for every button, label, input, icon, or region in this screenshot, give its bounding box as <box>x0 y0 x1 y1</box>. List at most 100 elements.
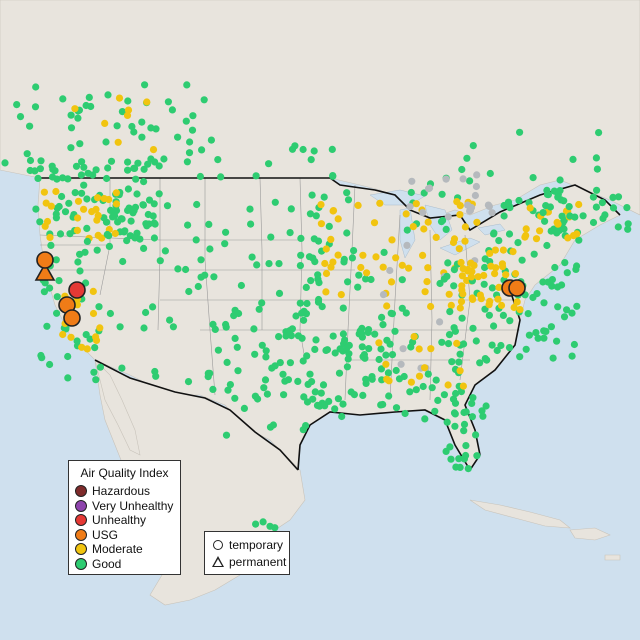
monitor-dot <box>255 305 263 313</box>
monitor-dot <box>458 314 466 322</box>
monitor-dot <box>306 210 314 218</box>
monitor-dot <box>275 333 283 341</box>
monitor-dot <box>248 253 256 261</box>
monitor-dot <box>524 310 532 318</box>
monitor-dot <box>510 303 518 312</box>
monitor-dot <box>197 256 205 264</box>
monitor-dot <box>149 212 157 220</box>
monitor-dot <box>575 200 583 209</box>
monitor-dot <box>565 203 573 211</box>
monitor-dot <box>539 278 547 286</box>
monitor-dot <box>96 324 104 332</box>
monitor-dot <box>409 223 417 231</box>
monitor-dot <box>358 343 366 351</box>
monitor-dot <box>93 216 101 224</box>
monitor-dot <box>78 343 86 351</box>
monitor-dot <box>209 385 217 393</box>
monitor-dot <box>468 294 476 302</box>
monitor-dot <box>299 145 307 154</box>
monitor-dot <box>459 290 467 298</box>
monitor-dot <box>200 96 208 104</box>
monitor-dot <box>624 220 632 228</box>
monitor-dot <box>480 280 488 288</box>
monitor-dot <box>107 206 115 214</box>
monitor-type-legend: temporary permanent <box>204 531 290 575</box>
monitor-dot <box>403 226 411 234</box>
monitor-dot <box>132 175 140 183</box>
monitor-dot <box>140 178 148 186</box>
monitor-dot <box>340 258 348 266</box>
monitor-dot <box>302 422 310 430</box>
monitor-dot <box>139 201 147 209</box>
monitor-dot <box>476 291 484 299</box>
monitor-dot <box>111 212 119 220</box>
monitor-dot <box>522 225 530 233</box>
monitor-dot <box>440 275 448 283</box>
monitor-dot <box>513 298 521 306</box>
monitor-dot <box>505 344 514 352</box>
monitor-dot <box>166 316 174 324</box>
monitor-dot <box>80 163 88 171</box>
monitor-dot <box>530 250 538 258</box>
temporary-monitor-marker <box>68 281 86 299</box>
monitor-dot <box>614 193 623 201</box>
monitor-dot <box>419 209 427 217</box>
monitor-dot <box>592 154 601 162</box>
monitor-dot <box>461 223 469 231</box>
monitor-dot <box>445 290 453 298</box>
monitor-dot <box>105 242 113 250</box>
monitor-dot <box>53 309 61 317</box>
monitor-dot <box>315 402 324 410</box>
monitor-dot <box>379 263 387 271</box>
monitor-dot <box>196 172 204 181</box>
monitor-dot <box>452 389 460 398</box>
monitor-dot <box>407 188 415 197</box>
monitor-dot <box>609 193 617 201</box>
monitor-dot <box>460 427 468 435</box>
monitor-dot <box>53 293 61 301</box>
monitor-dot <box>481 355 489 363</box>
monitor-dot <box>420 225 428 233</box>
monitor-dot <box>469 394 477 402</box>
monitor-dot <box>456 367 464 375</box>
monitor-dot <box>427 302 435 311</box>
good-swatch <box>75 557 87 570</box>
monitor-dot <box>542 327 550 335</box>
monitor-dot <box>258 299 266 307</box>
monitor-dot <box>26 156 35 165</box>
monitor-dot <box>450 324 458 332</box>
monitor-dot <box>514 239 522 247</box>
monitor-dot <box>479 412 487 420</box>
monitor-dot <box>457 258 465 267</box>
monitor-dot <box>311 388 319 396</box>
monitor-dot <box>473 218 481 226</box>
legend-label: USG <box>92 527 119 542</box>
legend-label: Unhealthy <box>92 513 147 528</box>
monitor-dot <box>111 229 119 238</box>
monitor-dot <box>337 291 345 299</box>
monitor-dot <box>375 355 383 364</box>
monitor-dot <box>329 332 337 340</box>
monitor-dot <box>296 299 304 307</box>
monitor-dot <box>466 177 474 185</box>
monitor-dot <box>36 165 45 173</box>
monitor-dot <box>398 304 406 312</box>
monitor-dot <box>486 169 494 178</box>
monitor-dot <box>515 196 523 205</box>
monitor-dot <box>458 282 466 290</box>
monitor-dot <box>78 189 86 197</box>
legend-row-moderate: Moderate <box>75 542 174 557</box>
monitor-dot <box>66 230 74 238</box>
monitor-dot <box>163 202 172 210</box>
monitor-dot <box>450 282 458 290</box>
monitor-dot <box>303 398 312 406</box>
monitor-dot <box>77 171 85 179</box>
monitor-dot <box>614 223 622 231</box>
monitor-dot <box>419 251 427 259</box>
monitor-dot <box>123 111 132 119</box>
monitor-dot <box>67 124 76 132</box>
monitor-dot <box>343 189 351 197</box>
monitor-dot <box>41 222 49 230</box>
monitor-dot <box>500 201 508 210</box>
monitor-dot <box>382 360 390 368</box>
